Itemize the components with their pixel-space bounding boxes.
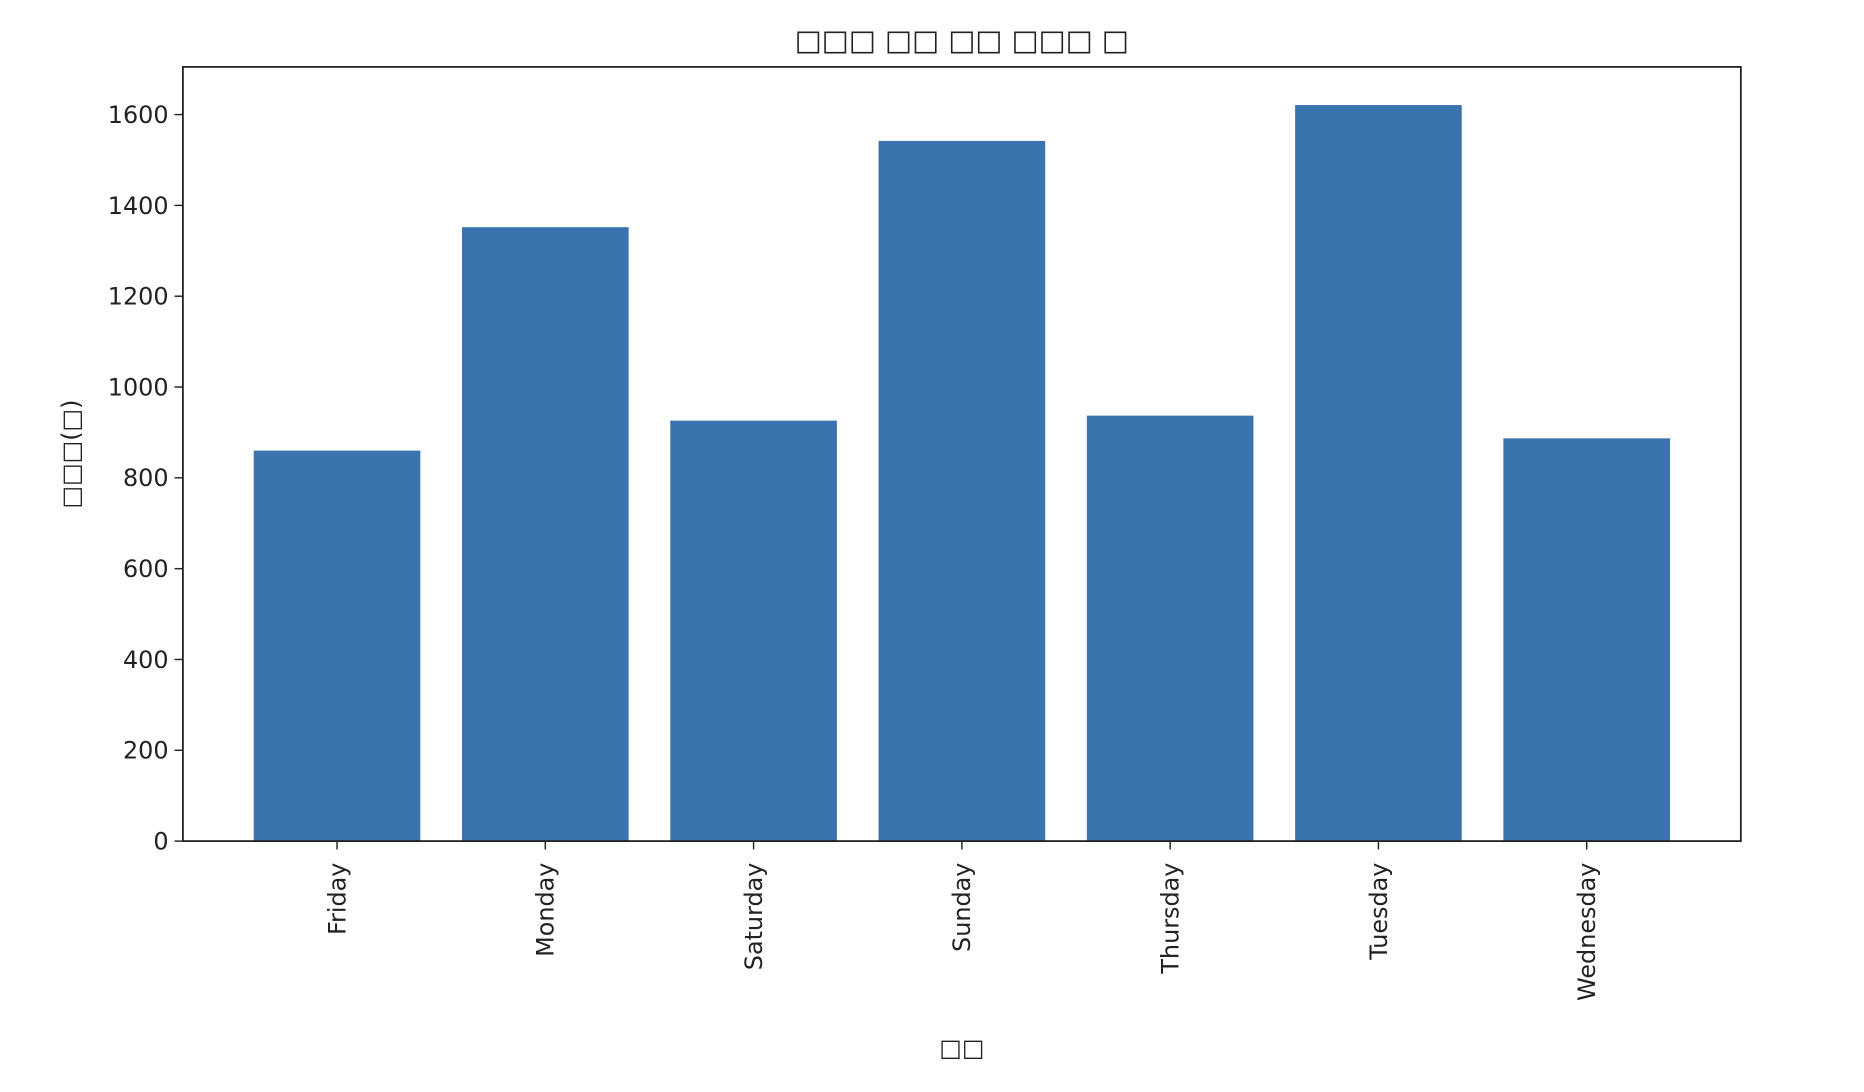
bar bbox=[461, 227, 629, 842]
y-tick-label: 1600 bbox=[108, 101, 169, 129]
y-tick-label: 1000 bbox=[108, 373, 169, 401]
bar bbox=[1295, 105, 1462, 842]
x-tick-label: Thursday bbox=[1157, 863, 1185, 975]
y-tick-label: 0 bbox=[153, 827, 168, 855]
y-tick-label: 1200 bbox=[108, 283, 169, 311]
x-tick-label: Tuesday bbox=[1365, 863, 1393, 961]
y-tick-label: 600 bbox=[123, 555, 169, 583]
bar bbox=[253, 450, 421, 842]
bar bbox=[878, 140, 1046, 842]
x-tick-label: Friday bbox=[323, 863, 351, 935]
x-tick-label: Saturday bbox=[740, 863, 768, 971]
bar bbox=[1503, 438, 1671, 842]
y-tick-label: 400 bbox=[123, 646, 169, 674]
y-axis-label: □□□(□) bbox=[57, 400, 85, 509]
bar bbox=[1086, 415, 1254, 842]
x-tick-label: Sunday bbox=[948, 863, 976, 952]
x-tick-label: Monday bbox=[532, 863, 560, 957]
plot-frame bbox=[181, 66, 1742, 842]
y-tick-label: 1400 bbox=[108, 192, 169, 220]
y-tick-label: 200 bbox=[123, 737, 169, 765]
bar bbox=[670, 420, 837, 842]
x-axis-label: □□ bbox=[939, 1034, 984, 1062]
chart-title: □□□ □□ □□ □□□ □ bbox=[795, 23, 1129, 57]
y-tick-label: 800 bbox=[123, 464, 169, 492]
x-tick-label: Wednesday bbox=[1573, 863, 1601, 1001]
